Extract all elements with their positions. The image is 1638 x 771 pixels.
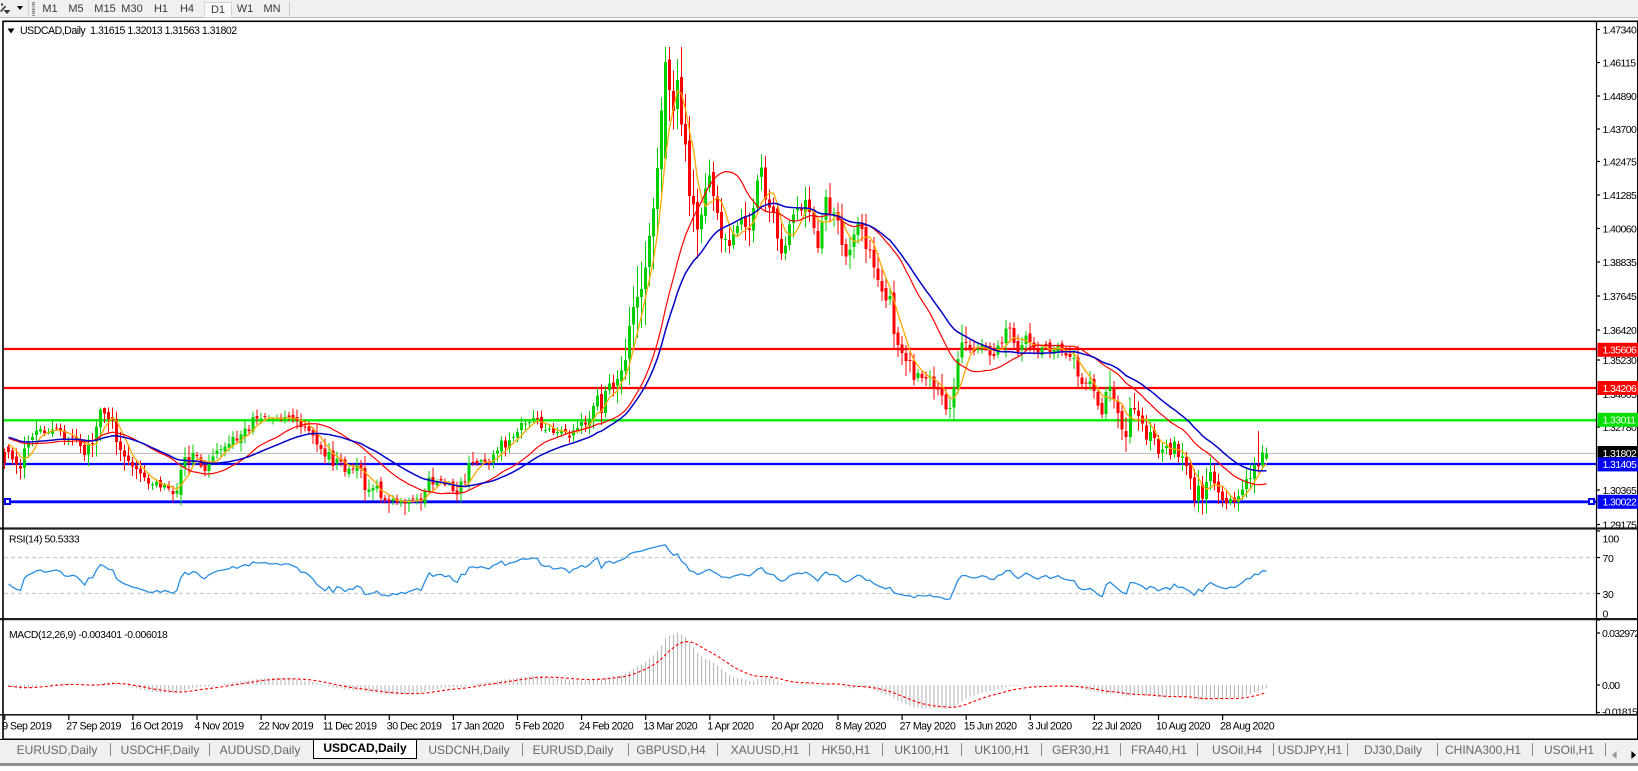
svg-text:1.34206: 1.34206 <box>1603 383 1638 395</box>
svg-text:100: 100 <box>1603 533 1620 545</box>
svg-text:1.40060: 1.40060 <box>1603 224 1638 236</box>
svg-text:-0.018154: -0.018154 <box>1602 706 1638 718</box>
svg-text:1.36420: 1.36420 <box>1603 325 1638 337</box>
svg-text:RSI(14) 50.5333: RSI(14) 50.5333 <box>9 535 80 546</box>
svg-text:MACD(12,26,9) -0.003401 -0.006: MACD(12,26,9) -0.003401 -0.006018 <box>9 630 168 641</box>
svg-text:4 Nov 2019: 4 Nov 2019 <box>195 721 245 733</box>
svg-text:5 Feb 2020: 5 Feb 2020 <box>515 721 564 733</box>
svg-text:27 Sep 2019: 27 Sep 2019 <box>66 721 121 733</box>
svg-text:8 May 2020: 8 May 2020 <box>836 721 887 733</box>
svg-text:1.41285: 1.41285 <box>1603 190 1638 202</box>
svg-text:22 Jul 2020: 22 Jul 2020 <box>1092 721 1142 733</box>
svg-text:24 Feb 2020: 24 Feb 2020 <box>579 721 634 733</box>
svg-text:9 Sep 2019: 9 Sep 2019 <box>2 721 52 733</box>
svg-text:15 Jun 2020: 15 Jun 2020 <box>964 721 1017 733</box>
svg-text:0: 0 <box>1603 608 1609 620</box>
svg-text:20 Apr 2020: 20 Apr 2020 <box>771 721 823 733</box>
svg-text:1.38835: 1.38835 <box>1603 257 1638 269</box>
svg-text:1.43700: 1.43700 <box>1603 124 1638 136</box>
svg-text:30: 30 <box>1603 589 1614 601</box>
svg-text:1.35606: 1.35606 <box>1603 345 1638 357</box>
svg-text:22 Nov 2019: 22 Nov 2019 <box>259 721 314 733</box>
svg-text:1.47340: 1.47340 <box>1603 25 1638 37</box>
svg-text:17 Jan 2020: 17 Jan 2020 <box>451 721 504 733</box>
svg-text:1.29175: 1.29175 <box>1603 520 1638 532</box>
svg-text:1 Apr 2020: 1 Apr 2020 <box>707 721 754 733</box>
svg-text:1.31405: 1.31405 <box>1603 459 1638 471</box>
svg-text:USDCAD,Daily 1.31615 1.32013: USDCAD,Daily 1.31615 1.32013 1.31563 1.3… <box>20 25 237 37</box>
svg-text:1.30022: 1.30022 <box>1603 497 1638 509</box>
svg-text:16 Oct 2019: 16 Oct 2019 <box>130 721 183 733</box>
svg-text:0.032972: 0.032972 <box>1602 628 1638 640</box>
svg-text:10 Aug 2020: 10 Aug 2020 <box>1156 721 1211 733</box>
svg-text:27 May 2020: 27 May 2020 <box>900 721 956 733</box>
svg-text:13 Mar 2020: 13 Mar 2020 <box>643 721 698 733</box>
svg-text:1.33011: 1.33011 <box>1603 415 1637 427</box>
svg-text:28 Aug 2020: 28 Aug 2020 <box>1220 721 1275 733</box>
svg-text:3 Jul 2020: 3 Jul 2020 <box>1028 721 1072 733</box>
svg-text:1.42475: 1.42475 <box>1603 157 1638 169</box>
svg-text:1.35230: 1.35230 <box>1603 355 1638 367</box>
svg-text:30 Dec 2019: 30 Dec 2019 <box>387 721 442 733</box>
svg-text:0.00: 0.00 <box>1602 680 1620 692</box>
svg-text:70: 70 <box>1603 553 1614 565</box>
svg-text:1.46115: 1.46115 <box>1603 58 1637 70</box>
svg-text:1.37645: 1.37645 <box>1603 291 1638 303</box>
svg-text:1.44890: 1.44890 <box>1603 91 1638 103</box>
svg-text:11 Dec 2019: 11 Dec 2019 <box>323 721 377 733</box>
